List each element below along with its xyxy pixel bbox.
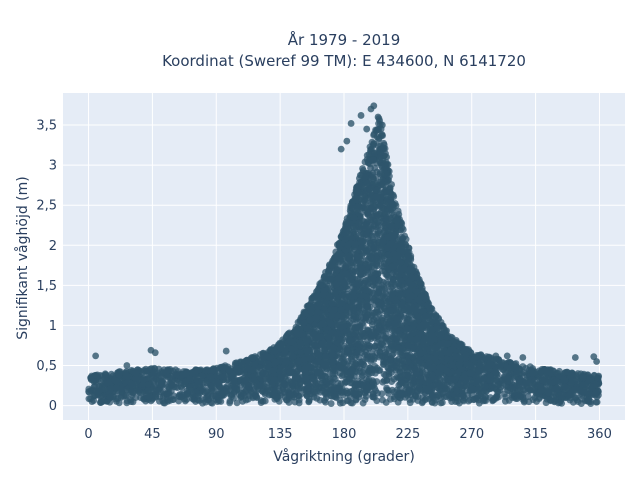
data-point bbox=[165, 390, 173, 398]
data-point bbox=[217, 398, 225, 405]
data-point bbox=[343, 370, 351, 378]
data-point bbox=[384, 389, 392, 397]
data-point bbox=[344, 357, 352, 365]
data-point bbox=[181, 397, 189, 405]
data-point bbox=[592, 398, 600, 406]
chart-title-line-2: Koordinat (Sweref 99 TM): E 434600, N 61… bbox=[162, 52, 526, 70]
data-point bbox=[396, 368, 404, 376]
data-point bbox=[365, 345, 373, 352]
data-point bbox=[502, 393, 509, 401]
data-point bbox=[253, 394, 261, 401]
data-point bbox=[175, 393, 183, 401]
data-point bbox=[202, 398, 210, 406]
data-point bbox=[389, 270, 396, 278]
data-point bbox=[439, 389, 447, 397]
data-point bbox=[364, 269, 371, 276]
data-point bbox=[377, 162, 385, 170]
data-point bbox=[399, 226, 407, 233]
data-point bbox=[364, 262, 372, 269]
data-point bbox=[262, 375, 269, 383]
data-point bbox=[325, 284, 333, 292]
data-points bbox=[85, 102, 603, 408]
data-point bbox=[297, 348, 305, 356]
data-point bbox=[132, 394, 140, 402]
data-point bbox=[261, 397, 269, 405]
data-point bbox=[183, 389, 191, 397]
data-point bbox=[368, 138, 376, 146]
data-point bbox=[385, 206, 393, 214]
data-point bbox=[376, 178, 384, 186]
data-point bbox=[402, 319, 410, 327]
data-point bbox=[383, 198, 391, 206]
data-point bbox=[425, 358, 433, 366]
data-point bbox=[354, 209, 362, 217]
data-point bbox=[386, 317, 394, 325]
data-point bbox=[295, 399, 303, 407]
data-point bbox=[533, 398, 540, 405]
data-point bbox=[376, 201, 384, 209]
data-point bbox=[371, 343, 379, 350]
data-point bbox=[327, 400, 335, 407]
data-point bbox=[379, 396, 386, 404]
data-point bbox=[383, 384, 390, 392]
data-point bbox=[305, 397, 313, 405]
data-point bbox=[495, 393, 502, 401]
data-point bbox=[378, 255, 386, 263]
data-point bbox=[294, 385, 302, 392]
data-point bbox=[555, 367, 563, 375]
data-point bbox=[437, 399, 445, 407]
data-point bbox=[422, 321, 430, 329]
data-point bbox=[330, 344, 337, 352]
data-point bbox=[319, 384, 327, 391]
data-point bbox=[85, 388, 93, 396]
data-point bbox=[389, 276, 397, 284]
data-point bbox=[394, 374, 402, 381]
data-point bbox=[359, 169, 367, 177]
data-point bbox=[304, 336, 312, 344]
data-point bbox=[305, 324, 313, 332]
data-point bbox=[375, 353, 383, 361]
data-point bbox=[388, 222, 396, 230]
data-point bbox=[135, 387, 142, 395]
data-point bbox=[448, 398, 456, 405]
chart-title-line-1: År 1979 - 2019 bbox=[288, 30, 401, 49]
data-point bbox=[355, 280, 362, 288]
data-point bbox=[572, 394, 580, 401]
data-point bbox=[344, 397, 352, 404]
data-point bbox=[362, 231, 370, 239]
data-point bbox=[353, 380, 361, 388]
data-point bbox=[359, 399, 367, 407]
data-point bbox=[589, 383, 596, 391]
data-point bbox=[287, 351, 295, 359]
data-point bbox=[279, 336, 287, 344]
